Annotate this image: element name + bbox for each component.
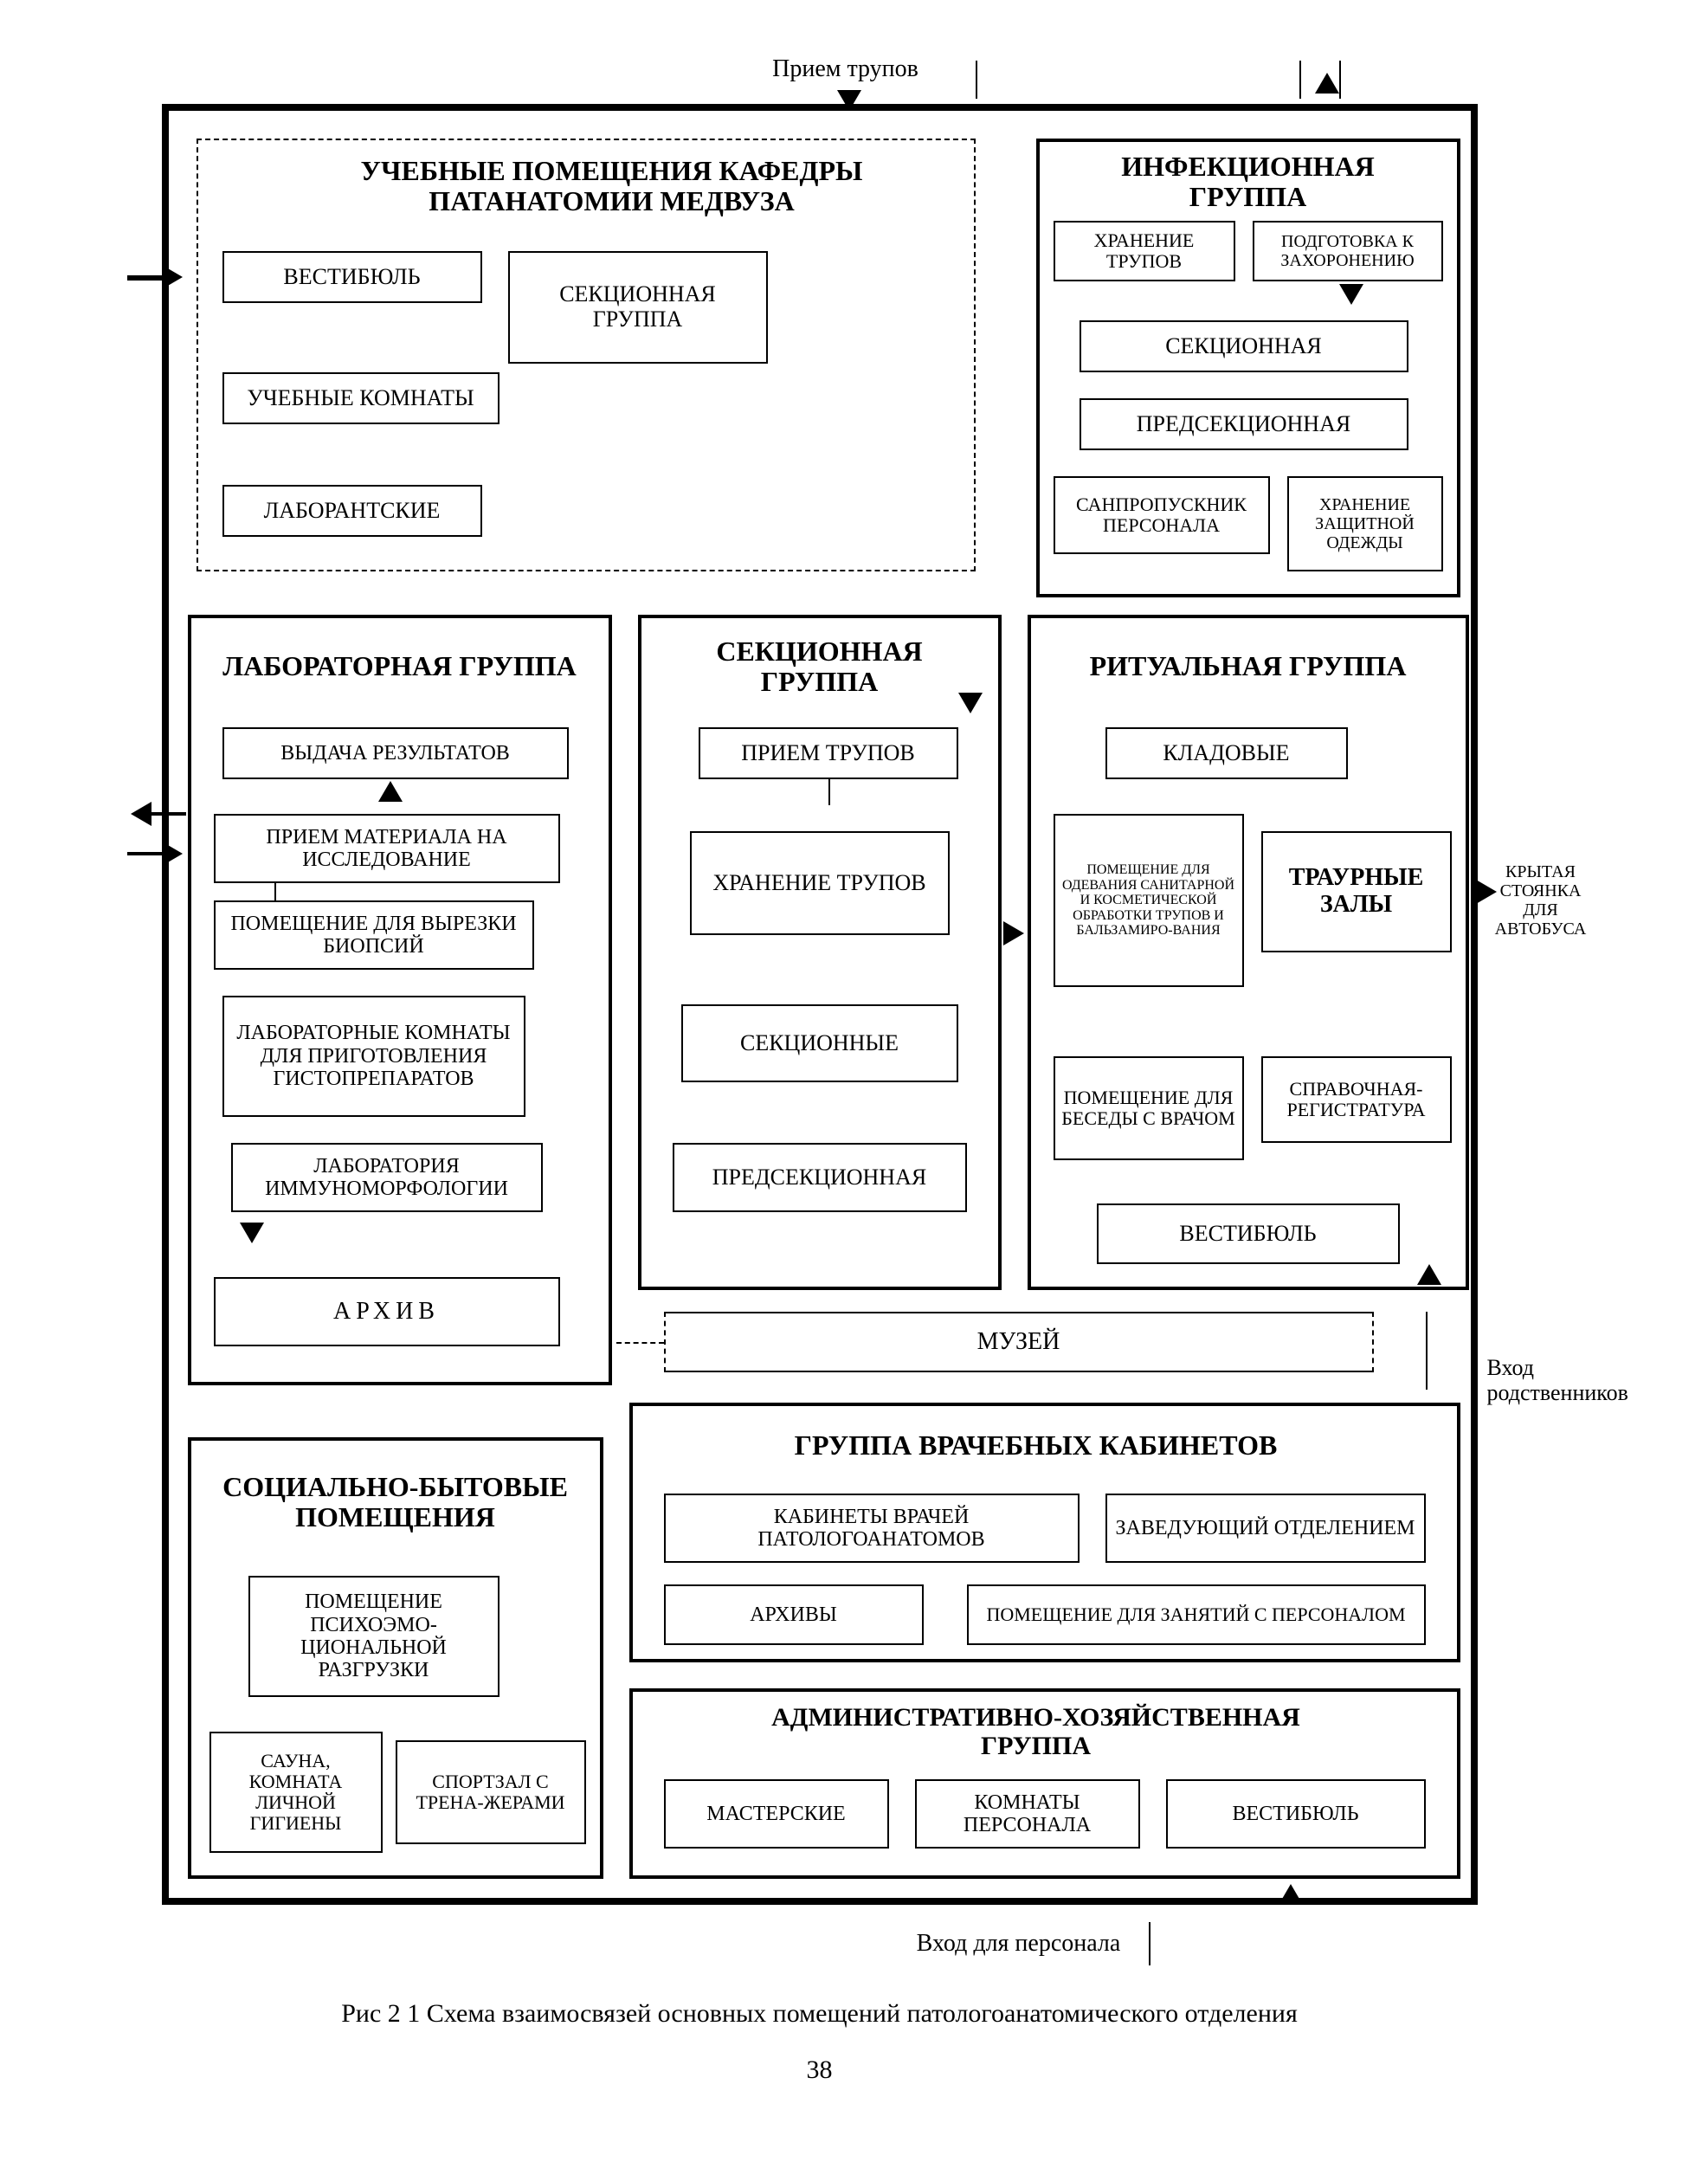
inf-section: СЕКЦИОННАЯ [1080, 320, 1408, 372]
bottom-label: Вход для персонала [889, 1913, 1149, 1974]
relatives-entry: Вход родственников [1482, 1351, 1655, 1411]
rit-reg: СПРАВОЧНАЯ-РЕГИСТРАТУРА [1261, 1056, 1452, 1143]
rit-title: РИТУАЛЬНАЯ ГРУППА [1062, 628, 1434, 706]
inf-clothes: ХРАНЕНИЕ ЗАЩИТНОЙ ОДЕЖДЫ [1287, 476, 1443, 571]
inf-presection: ПРЕДСЕКЦИОННАЯ [1080, 398, 1408, 450]
soc-title: СОЦИАЛЬНО-БЫТОВЫЕ ПОМЕЩЕНИЯ [214, 1450, 577, 1554]
lab-results: ВЫДАЧА РЕЗУЛЬТАТОВ [222, 727, 569, 779]
edu-rooms: УЧЕБНЫЕ КОМНАТЫ [222, 372, 500, 424]
edu-title: УЧЕБНЫЕ ПОМЕЩЕНИЯ КАФЕДРЫ ПАТАНАТОМИИ МЕ… [318, 147, 906, 225]
edu-vestibule: ВЕСТИБЮЛЬ [222, 251, 482, 303]
soc-sauna: САУНА, КОМНАТА ЛИЧНОЙ ГИГИЕНЫ [209, 1732, 383, 1853]
inf-prep: ПОДГОТОВКА К ЗАХОРОНЕНИЮ [1253, 221, 1443, 281]
lab-histo: ЛАБОРАТОРНЫЕ КОМНАТЫ ДЛЯ ПРИГОТОВЛЕНИЯ Г… [222, 996, 525, 1117]
top-label: Прием трупов [716, 52, 976, 87]
doc-title: ГРУППА ВРАЧЕБНЫХ КАБИНЕТОВ [733, 1411, 1339, 1481]
rit-talk: ПОМЕЩЕНИЕ ДЛЯ БЕСЕДЫ С ВРАЧОМ [1054, 1056, 1244, 1160]
edu-section-group: СЕКЦИОННАЯ ГРУППА [508, 251, 768, 364]
sec-receive: ПРИЕМ ТРУПОВ [699, 727, 958, 779]
adm-work: МАСТЕРСКИЕ [664, 1779, 889, 1849]
lab-receive: ПРИЕМ МАТЕРИАЛА НА ИССЛЕДОВАНИЕ [214, 814, 560, 883]
inf-title: ИНФЕКЦИОННАЯ ГРУППА [1062, 147, 1434, 216]
adm-staff: КОМНАТЫ ПЕРСОНАЛА [915, 1779, 1140, 1849]
lab-title: ЛАБОРАТОРНАЯ ГРУППА [214, 628, 586, 706]
inf-sanitary: САНПРОПУСКНИК ПЕРСОНАЛА [1054, 476, 1270, 554]
lab-biopsy: ПОМЕЩЕНИЕ ДЛЯ ВЫРЕЗКИ БИОПСИЙ [214, 900, 534, 970]
lab-immuno: ЛАБОРАТОРИЯ ИММУНОМОРФОЛОГИИ [231, 1143, 543, 1212]
rit-halls: ТРАУРНЫЕ ЗАЛЫ [1261, 831, 1452, 952]
edu-labrooms: ЛАБОРАНТСКИЕ [222, 485, 482, 537]
sec-presectional: ПРЕДСЕКЦИОННАЯ [673, 1143, 967, 1212]
rit-dress: ПОМЕЩЕНИЕ ДЛЯ ОДЕВАНИЯ САНИТАРНОЙ И КОСМ… [1054, 814, 1244, 987]
bus-stop: КРЫТАЯ СТОЯНКА ДЛЯ АВТОБУСА [1485, 831, 1597, 970]
soc-gym: СПОРТЗАЛ С ТРЕНА-ЖЕРАМИ [396, 1740, 586, 1844]
soc-psy: ПОМЕЩЕНИЕ ПСИХОЭМО-ЦИОНАЛЬНОЙ РАЗГРУЗКИ [248, 1576, 500, 1697]
page-number: 38 [785, 2052, 854, 2087]
sec-sectional: СЕКЦИОННЫЕ [681, 1004, 958, 1082]
doc-cab: КАБИНЕТЫ ВРАЧЕЙ ПАТОЛОГОАНАТОМОВ [664, 1494, 1080, 1563]
sec-storage: ХРАНЕНИЕ ТРУПОВ [690, 831, 950, 935]
museum: МУЗЕЙ [664, 1312, 1374, 1372]
lab-archive: АРХИВ [214, 1277, 560, 1346]
adm-title: АДМИНИСТРАТИВНО-ХОЗЯЙСТВЕННАЯ ГРУППА [733, 1697, 1339, 1766]
adm-vest: ВЕСТИБЮЛЬ [1166, 1779, 1426, 1849]
sec-title: СЕКЦИОННАЯ ГРУППА [664, 628, 976, 706]
doc-arch: АРХИВЫ [664, 1584, 924, 1645]
rit-store: КЛАДОВЫЕ [1105, 727, 1348, 779]
inf-storage: ХРАНЕНИЕ ТРУПОВ [1054, 221, 1235, 281]
caption: Рис 2 1 Схема взаимосвязей основных поме… [162, 1991, 1478, 2035]
doc-train: ПОМЕЩЕНИЕ ДЛЯ ЗАНЯТИЙ С ПЕРСОНАЛОМ [967, 1584, 1426, 1645]
doc-head: ЗАВЕДУЮЩИЙ ОТДЕЛЕНИЕМ [1105, 1494, 1426, 1563]
rit-vest: ВЕСТИБЮЛЬ [1097, 1203, 1400, 1264]
